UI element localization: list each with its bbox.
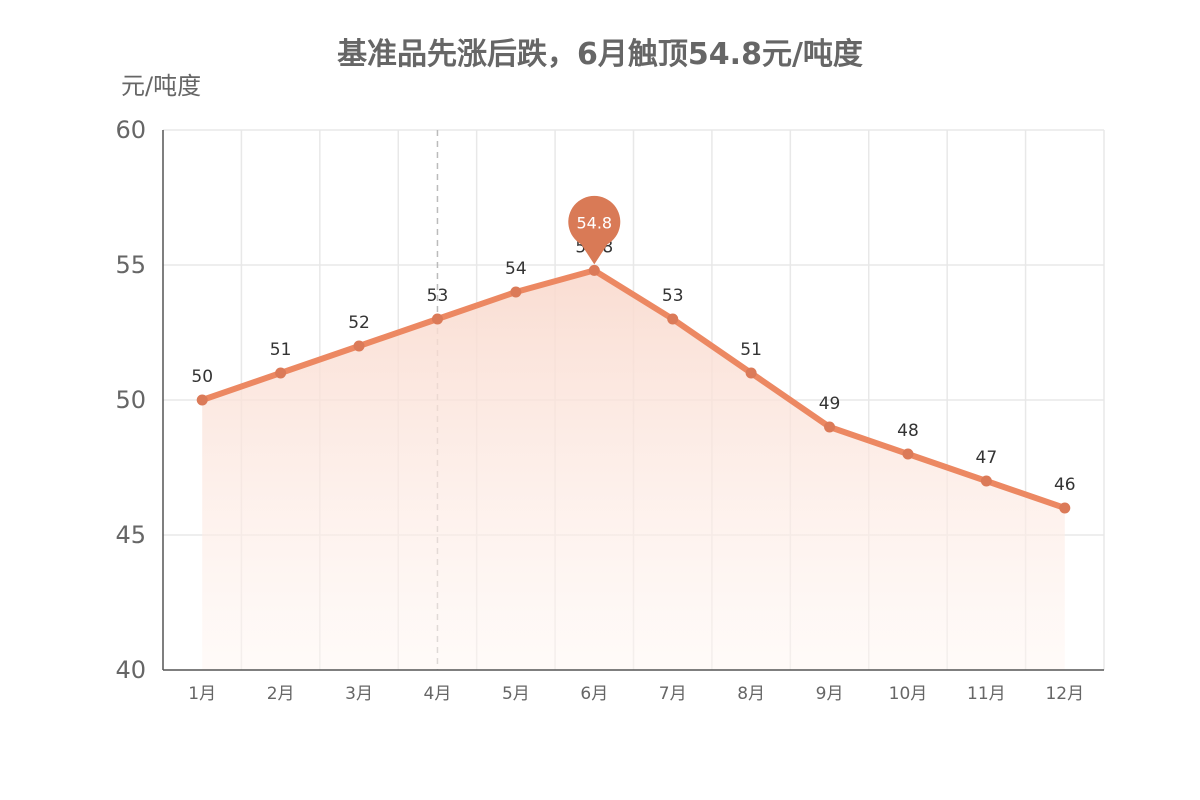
series-line [199,267,1068,511]
x-tick-label: 10月 [889,684,928,704]
area-fill [202,270,1065,670]
data-point [824,421,836,433]
data-point [745,367,757,379]
data-point [431,313,443,325]
data-labels: 505152535454.8535149484746 [191,237,1075,495]
data-point [980,475,992,487]
x-tick-label: 9月 [816,684,844,704]
data-point [667,313,679,325]
chart-title: 基准品先涨后跌，6月触顶54.8元/吨度 [337,37,863,72]
y-tick-label: 40 [115,656,146,684]
area-path [202,270,1065,670]
x-tick-label: 12月 [1045,684,1084,704]
max-pin-label: 54.8 [576,213,612,232]
data-label: 50 [191,367,213,387]
x-tick-label: 6月 [580,684,608,704]
data-label: 48 [897,421,919,441]
series-line-path [199,267,1068,511]
x-tick-label: 7月 [659,684,687,704]
x-axis-ticks: 1月 2月 3月 4月 5月 6月 7月 8月 9月 10月 11月 12月 [188,684,1084,704]
data-point [510,286,522,298]
data-label: 54 [505,259,527,279]
data-point [902,448,914,460]
y-axis-ticks: 40 45 50 55 60 [115,116,146,684]
data-point [588,264,600,276]
data-point [275,367,287,379]
x-tick-label: 8月 [737,684,765,704]
data-label: 47 [976,448,998,468]
x-tick-label: 11月 [967,684,1006,704]
max-pin [568,195,621,265]
data-label: 51 [270,340,292,360]
y-tick-label: 60 [115,116,146,144]
x-tick-label: 2月 [267,684,295,704]
data-label: 52 [348,313,370,333]
x-tick-label: 3月 [345,684,373,704]
x-tick-label: 4月 [424,684,452,704]
y-axis-unit-label: 元/吨度 [121,72,201,100]
data-point [196,394,208,406]
max-marker: 54.8 [568,195,621,265]
data-point [1059,502,1071,514]
data-point [353,340,365,352]
data-label: 46 [1054,475,1076,495]
y-tick-label: 55 [115,251,146,279]
data-label: 49 [819,394,841,414]
data-points [196,264,1071,514]
x-tick-label: 5月 [502,684,530,704]
axes [162,130,1104,671]
y-tick-label: 45 [115,521,146,549]
data-label: 53 [427,286,449,306]
x-tick-label: 1月 [188,684,216,704]
y-tick-label: 50 [115,386,146,414]
data-label: 53 [662,286,684,306]
data-label: 51 [740,340,762,360]
